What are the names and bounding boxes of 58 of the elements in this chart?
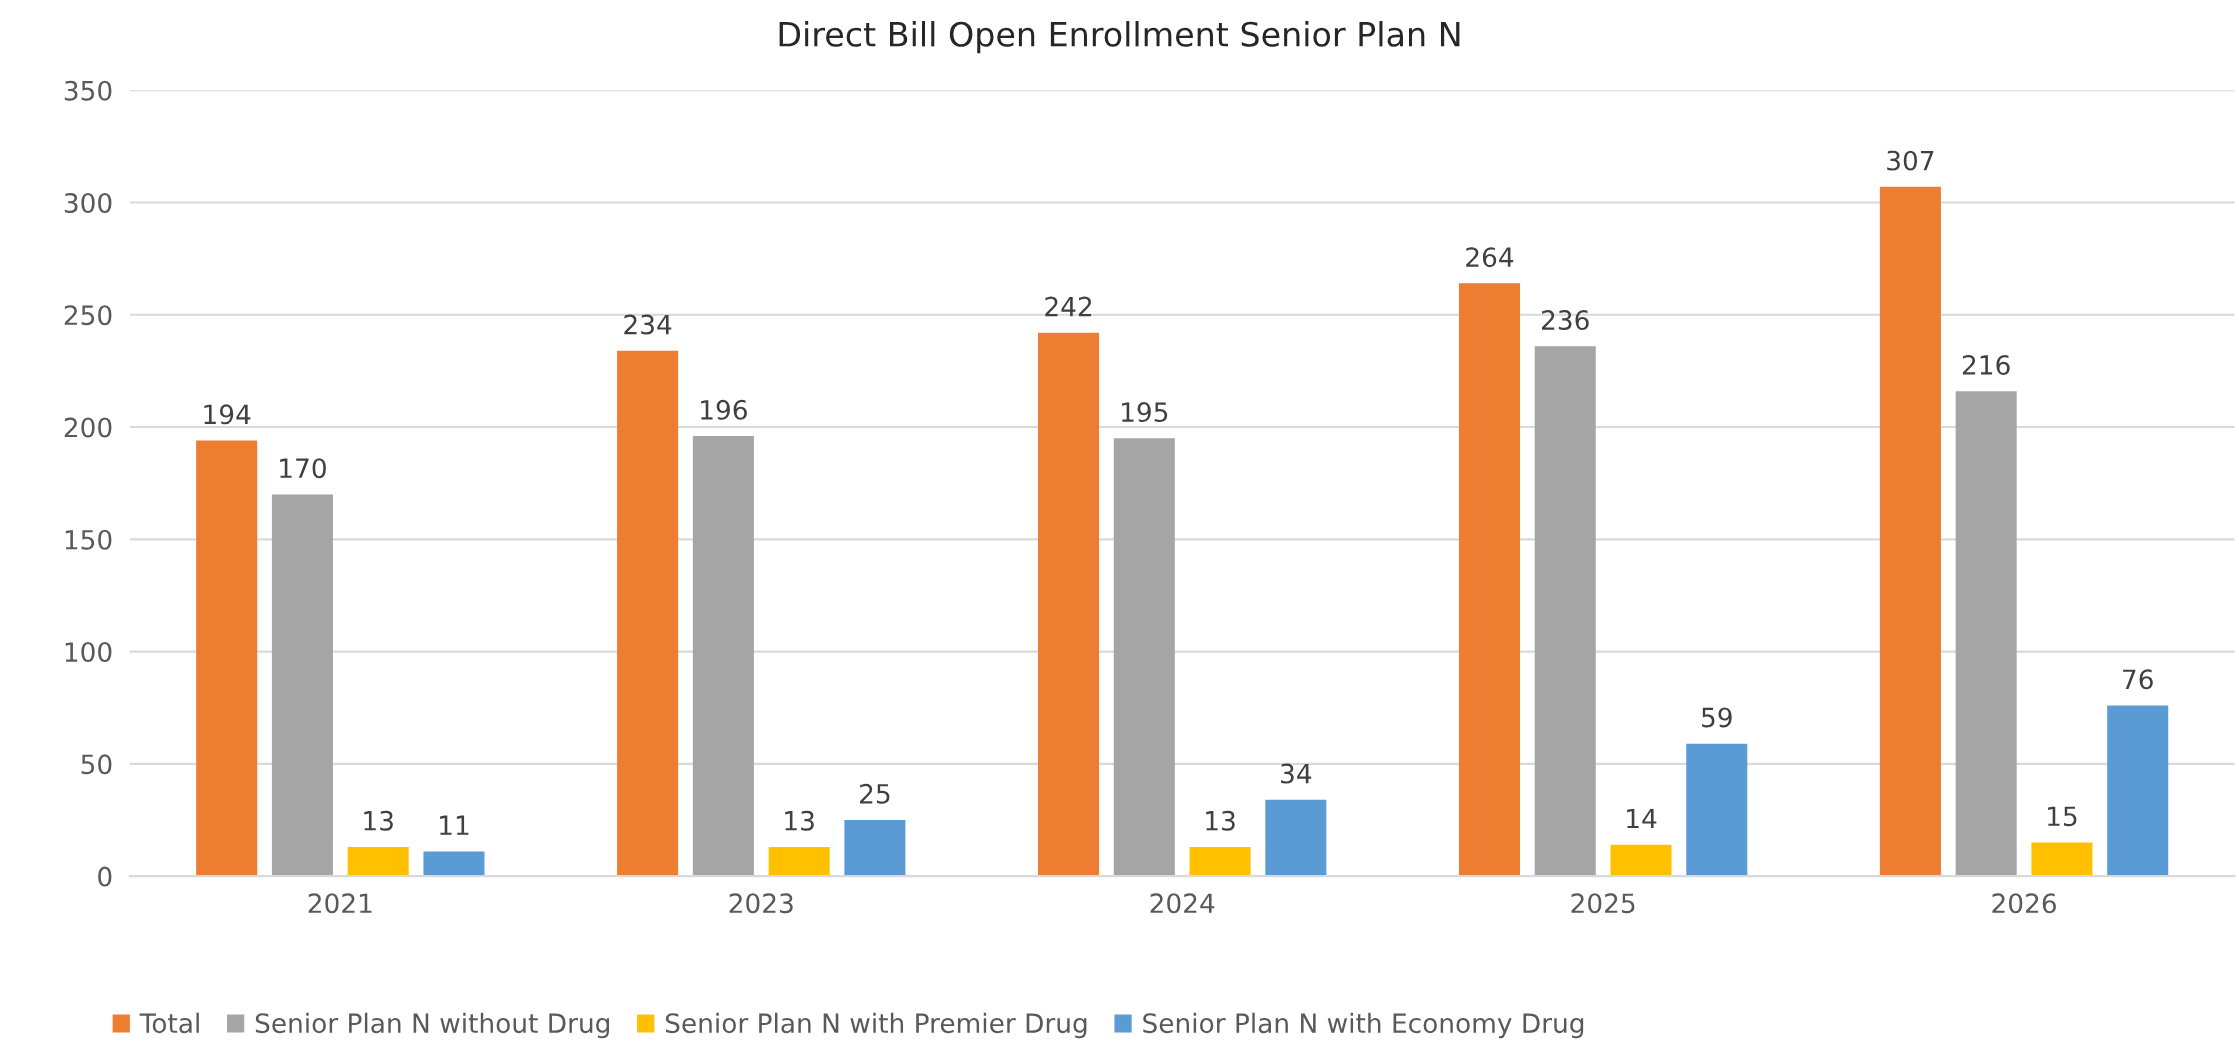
- data-label: 194: [204, 404, 251, 425]
- legend-label: Senior Plan N without Drug: [255, 1012, 610, 1039]
- chart-title: Direct Bill Open Enrollment Senior Plan N: [779, 21, 1460, 54]
- bar: [1189, 846, 1251, 877]
- bar: [617, 350, 679, 877]
- data-label: 196: [701, 399, 747, 420]
- bar: [196, 440, 258, 877]
- bar: [423, 851, 485, 877]
- y-tick-label: 200: [64, 417, 112, 438]
- data-label: 195: [1122, 402, 1168, 423]
- y-tick-label: 150: [65, 529, 112, 550]
- data-label: 13: [785, 810, 814, 831]
- y-tick-label: 350: [64, 80, 112, 101]
- y-tick-label: 100: [65, 642, 112, 663]
- bar: [1038, 332, 1100, 877]
- data-label: 11: [440, 815, 469, 835]
- x-tick-label: 2023: [729, 893, 793, 914]
- bar: [692, 436, 754, 877]
- data-label: 234: [624, 314, 672, 335]
- x-tick-label: 2021: [308, 893, 372, 914]
- data-label: 59: [1702, 707, 1732, 728]
- x-tick-label: 2025: [1571, 893, 1635, 914]
- y-tick-label: 50: [81, 754, 112, 775]
- data-label: 307: [1887, 150, 1934, 171]
- legend-label: Total: [139, 1012, 199, 1034]
- data-label: 242: [1045, 296, 1092, 317]
- data-label: 14: [1627, 808, 1657, 829]
- bar: [768, 846, 830, 877]
- bar: [1265, 799, 1327, 877]
- y-tick-label: 0: [98, 866, 112, 887]
- data-label: 236: [1541, 310, 1589, 331]
- data-label: 170: [280, 458, 326, 479]
- data-label: 13: [364, 810, 393, 831]
- data-label: 34: [1281, 763, 1312, 784]
- bar: [1113, 438, 1175, 877]
- data-label: 13: [1206, 810, 1235, 831]
- data-label: 25: [860, 783, 890, 804]
- bar: [1534, 346, 1596, 877]
- data-label: 15: [2048, 806, 2077, 827]
- data-label: 264: [1466, 247, 1514, 268]
- bar: [2031, 842, 2093, 877]
- bar: [844, 820, 906, 877]
- bar: [2107, 705, 2169, 877]
- data-label: 216: [1962, 354, 2010, 375]
- y-tick-label: 250: [64, 305, 112, 326]
- legend-label: Senior Plan N with Economy Drug: [1143, 1012, 1584, 1039]
- bar: [1610, 844, 1672, 877]
- bar: [271, 494, 333, 877]
- x-tick-label: 2024: [1150, 893, 1215, 914]
- x-tick-label: 2026: [1992, 893, 2056, 914]
- bar: [1955, 391, 2017, 877]
- bar: [1458, 283, 1520, 877]
- data-label: 76: [2123, 669, 2153, 690]
- bar: [1879, 186, 1941, 877]
- bar: [1686, 743, 1748, 877]
- y-tick-label: 300: [64, 192, 112, 213]
- bar: [347, 846, 409, 877]
- legend-label: Senior Plan N with Premier Drug: [665, 1012, 1087, 1039]
